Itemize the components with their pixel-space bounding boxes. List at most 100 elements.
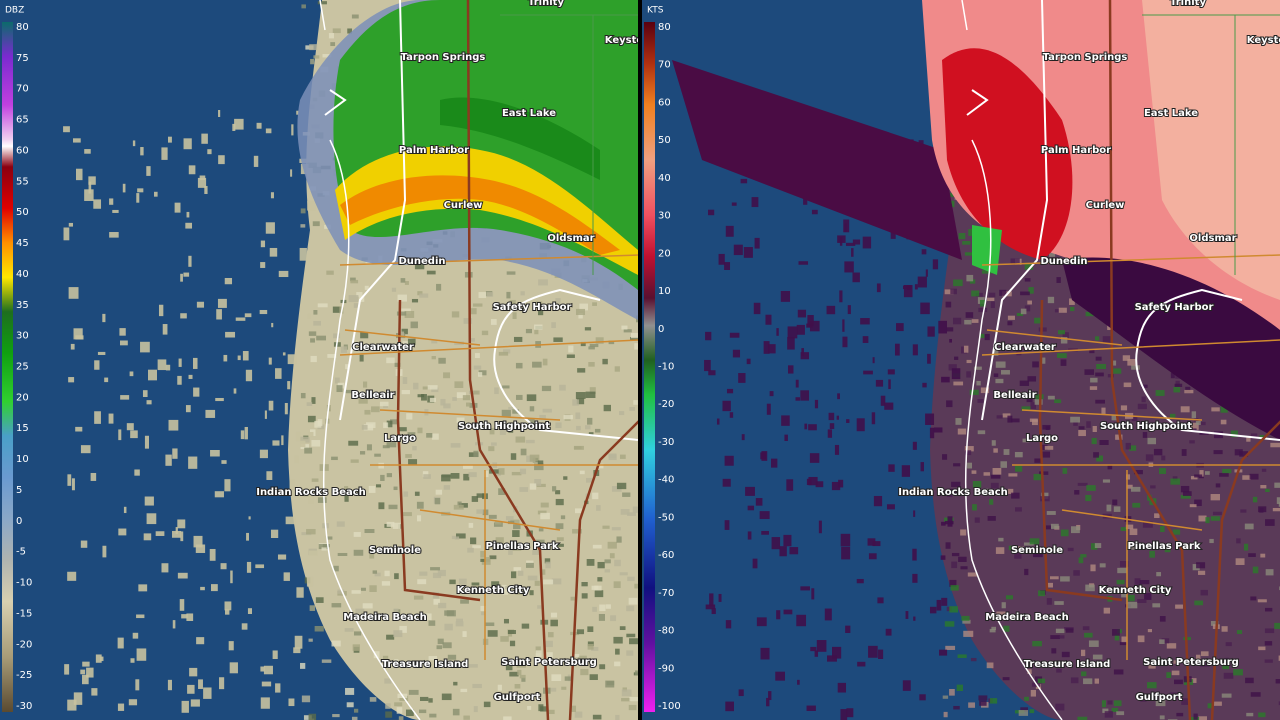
echo <box>471 582 480 586</box>
echo <box>890 229 896 239</box>
echo <box>1236 538 1241 544</box>
echo <box>177 375 182 385</box>
echo <box>1142 432 1148 438</box>
echo <box>1207 703 1214 709</box>
echo <box>466 402 471 407</box>
echo <box>441 693 452 701</box>
echo <box>927 353 931 364</box>
echo <box>460 688 468 693</box>
echo <box>613 581 621 589</box>
echo <box>203 687 212 699</box>
echo <box>310 58 315 65</box>
echo <box>177 572 188 579</box>
echo <box>275 683 281 693</box>
echo <box>619 454 626 459</box>
echo <box>473 450 479 458</box>
echo <box>474 353 480 359</box>
echo <box>382 445 390 449</box>
city-label: Treasure Island <box>382 659 469 670</box>
echo <box>481 611 486 616</box>
city-label: Kenneth City <box>457 585 530 596</box>
echo <box>394 702 403 707</box>
echo <box>1260 553 1266 558</box>
echo <box>348 440 359 446</box>
echo <box>1141 694 1147 699</box>
echo <box>990 301 995 309</box>
echo <box>597 463 604 469</box>
echo <box>604 559 611 564</box>
echo <box>1159 715 1165 720</box>
echo <box>766 697 770 707</box>
echo <box>1125 524 1134 530</box>
echo <box>973 366 982 370</box>
echo <box>1160 526 1165 532</box>
echo <box>314 625 324 632</box>
echo <box>1070 306 1075 312</box>
echo <box>761 530 769 535</box>
echo <box>1139 580 1150 585</box>
echo <box>955 418 962 425</box>
echo <box>366 422 376 428</box>
echo <box>1175 380 1180 387</box>
echo <box>172 530 182 538</box>
echo <box>993 448 998 453</box>
echo <box>501 584 507 592</box>
echo <box>1154 513 1160 519</box>
echo <box>1010 258 1020 265</box>
echo <box>775 671 786 681</box>
echo <box>1249 473 1259 480</box>
echo <box>1134 578 1141 585</box>
echo <box>526 560 534 566</box>
echo <box>337 552 348 557</box>
echo <box>1047 395 1055 400</box>
echo <box>980 333 985 338</box>
city-label: Indian Rocks Beach <box>898 487 1008 498</box>
scale-label: -10 <box>658 362 674 373</box>
echo <box>241 623 248 630</box>
echo <box>157 359 167 371</box>
scale-label: -70 <box>658 588 674 599</box>
echo <box>1148 661 1156 669</box>
echo <box>1180 485 1190 493</box>
echo <box>1159 639 1165 644</box>
echo <box>155 531 165 536</box>
echo <box>73 692 83 705</box>
echo <box>718 253 725 265</box>
echo <box>947 488 957 494</box>
echo <box>284 402 288 415</box>
echo <box>509 299 516 305</box>
echo <box>1169 413 1176 418</box>
echo <box>181 700 189 713</box>
echo <box>621 325 628 330</box>
velocity-panel: Trinity Keysto Tarpon Springs East Lake Palm… <box>642 0 1280 720</box>
echo <box>301 695 311 703</box>
echo <box>407 338 416 346</box>
echo <box>954 356 959 360</box>
city-label: Largo <box>1026 433 1058 444</box>
echo <box>808 424 817 431</box>
echo <box>306 402 313 406</box>
echo <box>416 515 422 522</box>
echo <box>1182 491 1192 496</box>
echo <box>1210 516 1220 521</box>
city-label: Pinellas Park <box>1127 541 1200 552</box>
echo <box>407 432 416 438</box>
county-line <box>966 0 1280 441</box>
echo <box>117 703 125 711</box>
echo <box>800 586 810 591</box>
echo <box>1078 426 1085 430</box>
echo <box>608 340 615 345</box>
echo <box>993 373 999 377</box>
echo <box>965 312 974 318</box>
echo <box>960 529 967 536</box>
echo <box>606 681 615 686</box>
echo <box>433 598 440 605</box>
echo <box>986 662 994 669</box>
echo <box>1002 677 1010 681</box>
echo <box>564 676 571 681</box>
city-label: Safety Harbor <box>1135 302 1214 313</box>
echo <box>259 449 268 459</box>
echo <box>559 384 566 391</box>
echo <box>477 372 483 377</box>
echo <box>921 249 927 255</box>
